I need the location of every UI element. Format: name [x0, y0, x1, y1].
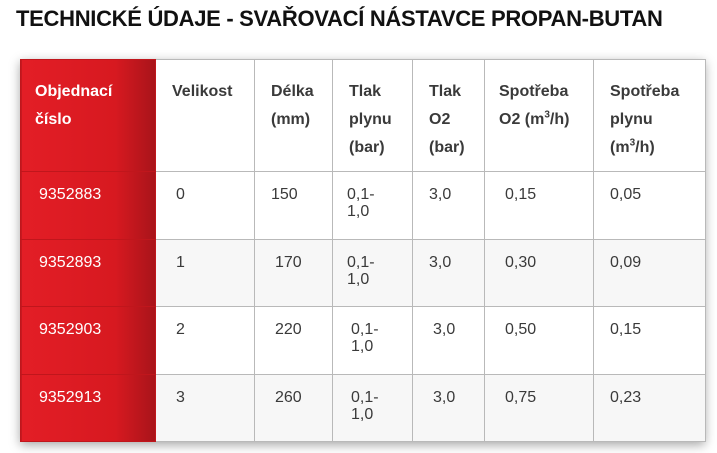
table-row: 9352903 2 220 0,1- 1,0 3,0 0,50 0,15: [20, 306, 706, 375]
cell-order-number: 9352913: [20, 373, 156, 442]
cell-o2-consumption: 0,15: [484, 171, 594, 240]
spec-table: Objednací číslo Velikost Délka (mm) Tlak…: [20, 59, 706, 442]
table-row: 9352893 1 170 0,1- 1,0 3,0 0,30 0,09: [20, 238, 706, 307]
cell-gas-pressure: 0,1- 1,0: [332, 171, 413, 240]
page-title: TECHNICKÉ ÚDAJE - SVAŘOVACÍ NÁSTAVCE PRO…: [16, 6, 663, 31]
cell-o2-pressure: 3,0: [412, 238, 485, 307]
header-o2-consumption: Spotřeba O2 (m3/h): [484, 59, 594, 172]
cell-length: 170: [254, 238, 333, 307]
cell-gas-pressure: 0,1- 1,0: [332, 238, 413, 307]
table-row: 9352913 3 260 0,1- 1,0 3,0 0,75 0,23: [20, 373, 706, 442]
cell-o2-consumption: 0,30: [484, 238, 594, 307]
table-row: 9352883 0 150 0,1- 1,0 3,0 0,15 0,05: [20, 171, 706, 240]
cell-size: 3: [155, 373, 255, 442]
cell-gas-consumption: 0,15: [593, 306, 706, 375]
cell-size: 2: [155, 306, 255, 375]
header-gas-pressure: Tlak plynu (bar): [332, 59, 413, 172]
cell-gas-consumption: 0,05: [593, 171, 706, 240]
header-o2-pressure: Tlak O2 (bar): [412, 59, 485, 172]
cell-gas-pressure: 0,1- 1,0: [332, 306, 413, 375]
cell-o2-pressure: 3,0: [412, 171, 485, 240]
cell-length: 150: [254, 171, 333, 240]
header-gas-consumption: Spotřeba plynu (m3/h): [593, 59, 706, 172]
cell-o2-pressure: 3,0: [412, 306, 485, 375]
cell-size: 0: [155, 171, 255, 240]
header-size: Velikost: [155, 59, 255, 172]
cell-o2-consumption: 0,75: [484, 373, 594, 442]
cell-length: 220: [254, 306, 333, 375]
cell-gas-consumption: 0,23: [593, 373, 706, 442]
cell-o2-consumption: 0,50: [484, 306, 594, 375]
cell-order-number: 9352903: [20, 306, 156, 375]
cell-o2-pressure: 3,0: [412, 373, 485, 442]
cell-order-number: 9352893: [20, 238, 156, 307]
header-length: Délka (mm): [254, 59, 333, 172]
table-header-row: Objednací číslo Velikost Délka (mm) Tlak…: [20, 59, 706, 172]
cell-size: 1: [155, 238, 255, 307]
cell-order-number: 9352883: [20, 171, 156, 240]
cell-length: 260: [254, 373, 333, 442]
header-order-number: Objednací číslo: [20, 59, 156, 172]
cell-gas-consumption: 0,09: [593, 238, 706, 307]
cell-gas-pressure: 0,1- 1,0: [332, 373, 413, 442]
